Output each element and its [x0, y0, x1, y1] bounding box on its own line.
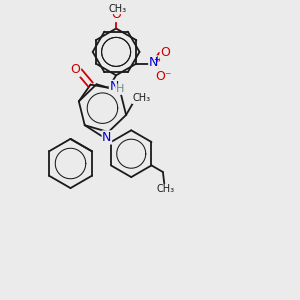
- Text: O: O: [70, 63, 80, 76]
- Text: O: O: [111, 8, 121, 22]
- Text: +: +: [154, 55, 160, 64]
- Text: CH₃: CH₃: [157, 184, 175, 194]
- Text: N: N: [109, 80, 119, 93]
- Text: CH₃: CH₃: [109, 4, 127, 14]
- Text: O⁻: O⁻: [155, 70, 172, 83]
- Text: N: N: [149, 56, 158, 69]
- Text: CH₃: CH₃: [132, 94, 150, 103]
- Text: N: N: [102, 131, 112, 144]
- Text: H: H: [116, 84, 124, 94]
- Text: O: O: [160, 46, 170, 59]
